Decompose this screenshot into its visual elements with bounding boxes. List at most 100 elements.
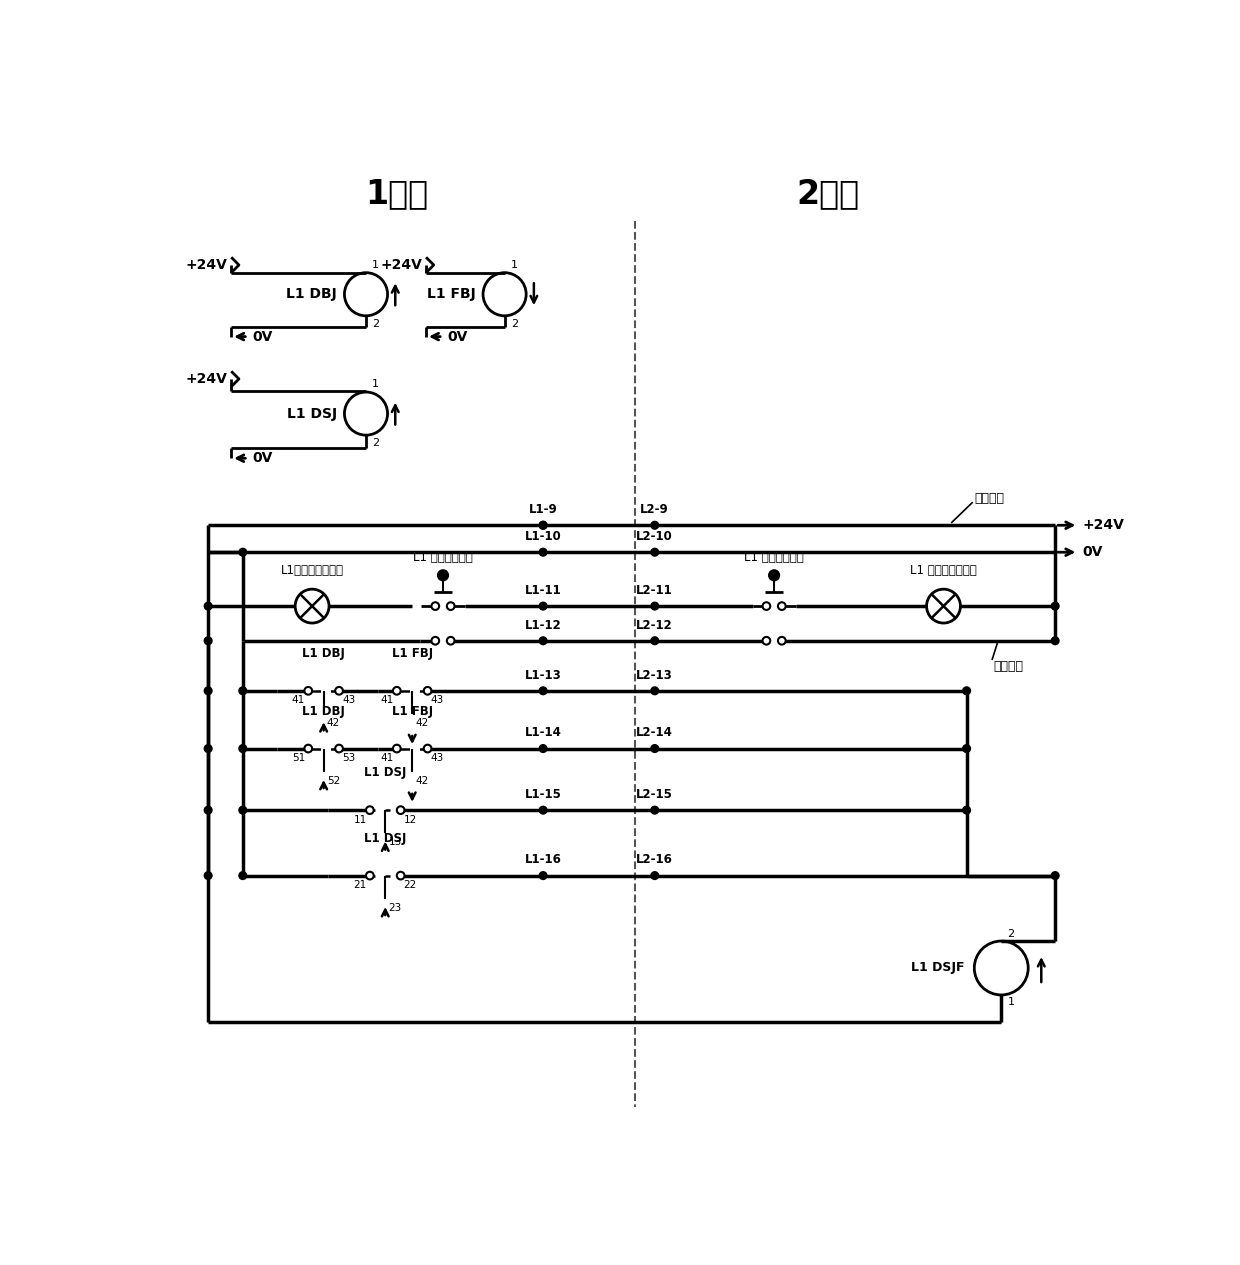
Text: L2-14: L2-14 [636,726,673,739]
Circle shape [651,521,658,529]
Circle shape [769,571,780,581]
Circle shape [539,521,547,529]
Circle shape [651,806,658,813]
Circle shape [651,687,658,694]
Text: 23: 23 [388,902,402,912]
Text: +24V: +24V [381,258,422,272]
Text: 43: 43 [342,696,356,706]
Text: +24V: +24V [186,372,227,386]
Circle shape [539,636,547,645]
Circle shape [651,872,658,879]
Text: L1-12: L1-12 [525,619,562,631]
Circle shape [205,602,212,610]
Text: L1 FBJ: L1 FBJ [427,287,475,301]
Text: L1-15: L1-15 [525,788,562,801]
Text: L1-16: L1-16 [525,854,562,867]
Text: 42: 42 [326,717,340,727]
Text: 2: 2 [372,319,379,329]
Text: L1 DSJ: L1 DSJ [286,406,337,420]
Text: L2-13: L2-13 [636,669,673,682]
Circle shape [651,636,658,645]
Text: 41: 41 [291,696,305,706]
Circle shape [366,806,373,813]
Circle shape [446,602,455,610]
Text: L1 DSJ: L1 DSJ [365,767,407,779]
Text: 51: 51 [291,753,305,763]
Text: L1-11: L1-11 [525,584,562,597]
Text: 0V: 0V [448,330,467,344]
Circle shape [205,806,212,813]
Text: 43: 43 [430,753,444,763]
Circle shape [432,602,439,610]
Circle shape [962,745,971,753]
Circle shape [651,602,658,610]
Circle shape [539,745,547,753]
Circle shape [393,687,401,694]
Text: L1-9: L1-9 [528,503,558,516]
Circle shape [304,687,312,694]
Text: 第二回路: 第二回路 [993,659,1023,673]
Text: L1 DSJF: L1 DSJF [911,961,965,974]
Circle shape [205,872,212,879]
Text: 0V: 0V [253,452,273,466]
Text: L2-11: L2-11 [636,584,673,597]
Text: L1 故障旁路指示灯: L1 故障旁路指示灯 [910,564,977,577]
Text: 第一回路: 第一回路 [975,492,1004,505]
Text: L2-16: L2-16 [636,854,673,867]
Circle shape [335,687,343,694]
Circle shape [397,806,404,813]
Circle shape [539,521,547,529]
Text: 0V: 0V [253,330,273,344]
Text: +24V: +24V [1083,519,1123,533]
Text: L2-9: L2-9 [640,503,670,516]
Text: L2-12: L2-12 [636,619,673,631]
Circle shape [446,636,455,645]
Text: 1: 1 [372,259,379,269]
Text: 2: 2 [511,319,518,329]
Circle shape [539,806,547,813]
Circle shape [335,745,343,753]
Circle shape [962,806,971,813]
Text: L1 故障旁路按钮: L1 故障旁路按钮 [413,550,472,564]
Circle shape [424,745,432,753]
Circle shape [205,636,212,645]
Text: 53: 53 [342,753,356,763]
Circle shape [1052,602,1059,610]
Text: 2号线: 2号线 [796,177,859,211]
Circle shape [539,548,547,557]
Circle shape [438,571,449,581]
Circle shape [397,872,404,879]
Text: 41: 41 [381,696,394,706]
Text: 52: 52 [326,775,340,786]
Circle shape [651,745,658,753]
Circle shape [304,745,312,753]
Circle shape [1052,636,1059,645]
Text: +24V: +24V [186,258,227,272]
Circle shape [239,548,247,557]
Text: L1 DBJ: L1 DBJ [303,646,345,660]
Text: 22: 22 [404,880,417,891]
Circle shape [205,745,212,753]
Circle shape [539,602,547,610]
Text: 11: 11 [353,815,367,825]
Text: 12: 12 [404,815,417,825]
Text: 2: 2 [1007,929,1014,939]
Text: L1-10: L1-10 [525,530,562,543]
Circle shape [962,687,971,694]
Text: 1: 1 [511,259,518,269]
Circle shape [539,687,547,694]
Circle shape [366,872,373,879]
Text: L1 DBJ: L1 DBJ [303,705,345,717]
Text: L1 DSJ: L1 DSJ [365,832,407,845]
Text: 2: 2 [372,438,379,448]
Circle shape [239,872,247,879]
Text: 42: 42 [415,775,429,786]
Circle shape [432,636,439,645]
Circle shape [1052,872,1059,879]
Text: L1 故障旁路按钮: L1 故障旁路按钮 [744,550,804,564]
Text: L2-15: L2-15 [636,788,673,801]
Text: L1故障旁路指示灯: L1故障旁路指示灯 [280,564,343,577]
Circle shape [239,687,247,694]
Text: 0V: 0V [1083,545,1102,559]
Circle shape [424,687,432,694]
